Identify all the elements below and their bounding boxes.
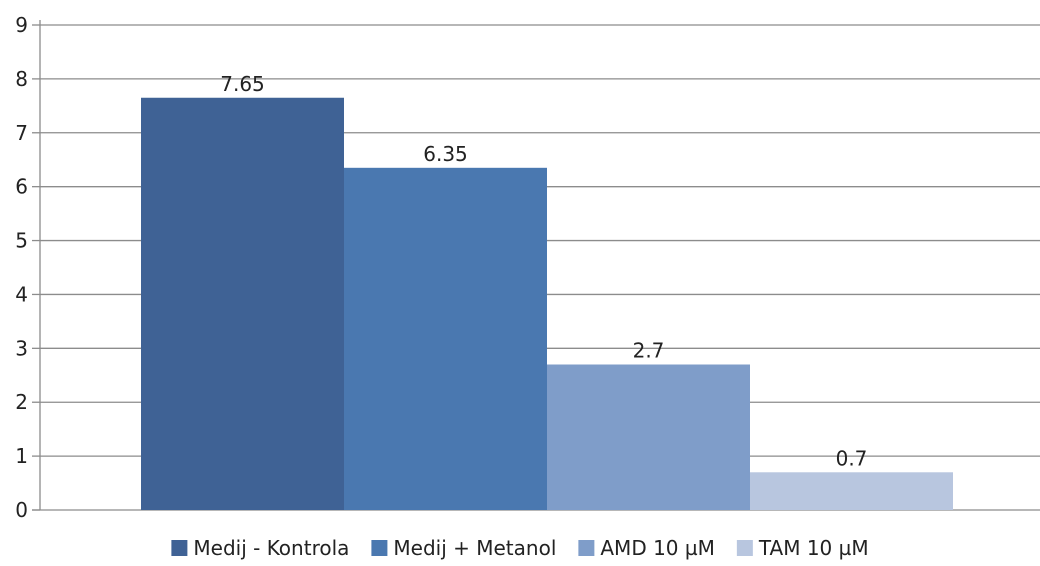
y-tick-label: 9 <box>15 13 28 37</box>
legend-swatch-2 <box>371 540 388 556</box>
y-tick-label: 0 <box>15 498 28 522</box>
data-label-2: 6.35 <box>423 142 468 166</box>
y-tick-label: 7 <box>15 121 28 145</box>
y-tick-label: 5 <box>15 229 28 253</box>
data-label-4: 0.7 <box>836 446 868 470</box>
legend-label-3: AMD 10 µM <box>600 536 714 560</box>
y-tick-label: 1 <box>15 444 28 468</box>
legend-label-4: TAM 10 µM <box>758 536 869 560</box>
bar-2 <box>344 167 547 511</box>
bar-4 <box>750 472 953 510</box>
y-tick-label: 8 <box>15 67 28 91</box>
legend-swatch-1 <box>171 540 188 556</box>
data-labels: 7.65 6.35 2.7 0.7 <box>220 72 867 471</box>
legend-swatch-4 <box>736 540 753 556</box>
y-tick-label: 3 <box>15 336 28 360</box>
bar-1 <box>141 97 344 510</box>
bar-3 <box>547 364 750 510</box>
y-tick-label: 2 <box>15 390 28 414</box>
y-tick-label: 6 <box>15 175 28 199</box>
legend-label-1: Medij - Kontrola <box>193 536 349 560</box>
data-label-3: 2.7 <box>633 339 665 363</box>
y-tick-label: 4 <box>15 282 28 306</box>
legend-label-2: Medij + Metanol <box>393 536 556 560</box>
legend: Medij - Kontrola Medij + Metanol AMD 10 µM… <box>171 536 869 560</box>
bars <box>141 97 953 511</box>
data-label-1: 7.65 <box>220 72 265 96</box>
legend-swatch-3 <box>578 540 595 556</box>
